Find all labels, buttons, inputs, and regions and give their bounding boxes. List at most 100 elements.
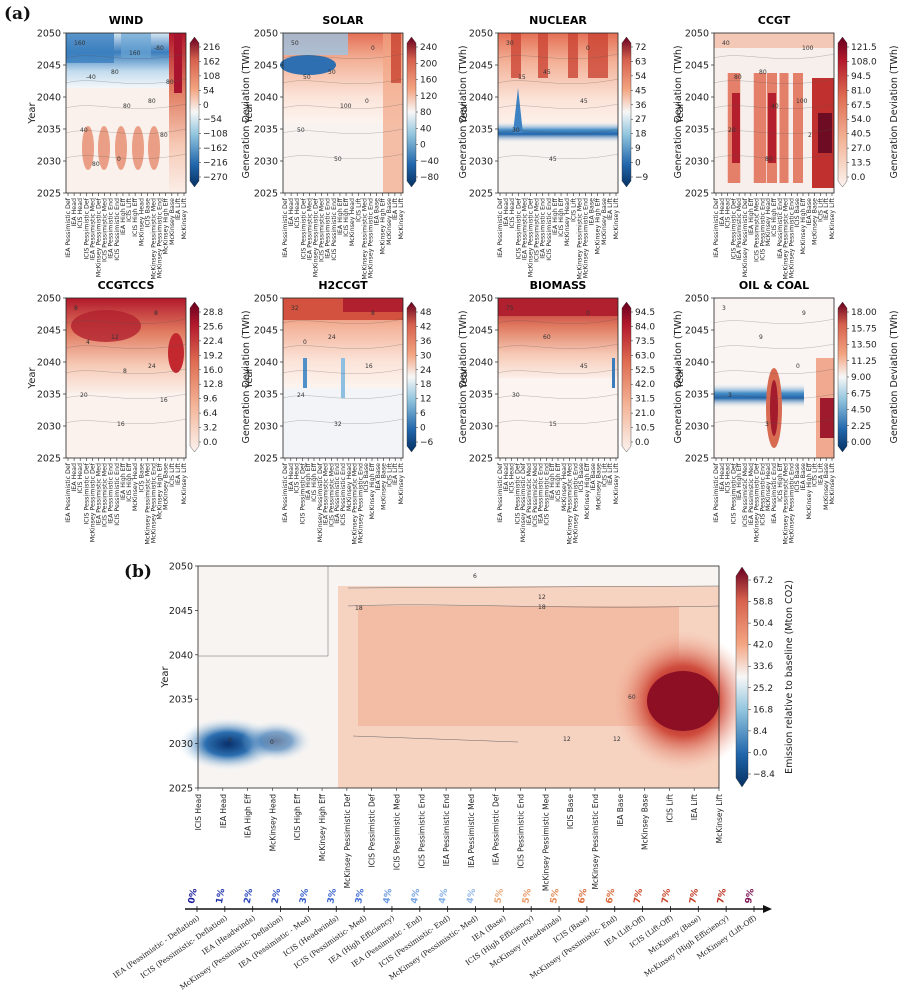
x-tick-label: McKinsey Pessimistic Def [343,794,352,889]
x-tick-label: IEA Pessimistic Med [89,198,96,260]
x-tick-label: McKinsey Pessimistic Def [754,462,761,542]
colorbar-tick-label: 216 [203,43,220,53]
x-tick-label: McKinsey Head [132,463,139,511]
y-tick-label: 2050 [37,29,61,40]
contour-label: 0 [228,737,232,744]
colorbar-label: Generation Deviation (TWh) [241,45,252,178]
percent-label: 6% [577,888,590,905]
colorbar-tick-label: 42.0 [753,641,773,651]
contour-label: 9 [802,310,806,317]
colorbar-tick-label: 6.4 [203,409,218,419]
x-tick-label: McKinsey Lift [829,462,836,504]
colorbar-tick-label: 52.5 [635,366,655,376]
colorbar-tick-label: 9 [635,144,641,154]
x-tick-label: IEA Head [71,463,78,492]
percent-label: 1% [215,888,228,905]
y-tick-label: 2045 [685,326,709,337]
colorbar-tick-label: 10.5 [635,424,655,434]
contour-label: 45 [543,69,551,76]
contour-label: 30 [512,127,520,134]
x-tick-label: ICIS High Eff [777,462,784,502]
y-tick-label: 2040 [685,358,709,369]
x-tick-label: IEA Pessimistic End [108,198,115,259]
x-tick-label: McKinsey Base [386,198,393,245]
x-tick-label: ICIS Pessimistic Def [730,197,737,259]
x-tick-label: IEA Head [71,198,78,227]
colorbar-label: Generation Deviation (TWh) [673,310,684,443]
x-tick-label: McKinsey Head [268,794,277,852]
y-axis-label: Year [675,367,686,390]
colorbar-tick-label: 54 [203,86,215,96]
y-axis-label: Year [459,367,470,390]
contour-label: 100 [340,103,352,110]
contour-label: 8 [123,368,127,375]
x-tick-label: IEA Pessimistic Med [306,198,313,260]
y-tick-label: 2050 [469,294,493,305]
percent-label: 7% [688,888,701,905]
percent-label: 5% [521,888,534,905]
contour-label: 16 [117,421,125,428]
x-tick-label: ICIS Pessimistic Def [83,462,90,524]
x-tick-label: ICIS Pessimistic Med [754,198,761,262]
x-tick-label: ICIS Lift [169,462,176,486]
colorbar-tick-label: 27 [635,115,646,125]
colorbar-tick-label: 25.6 [203,322,223,332]
contour-label: 80 [92,161,100,168]
x-tick-label: IEA Pessimistic End [108,463,115,524]
colorbar-label: Generation Deviation (TWh) [458,45,469,178]
y-tick-label: 2045 [469,61,493,72]
colorbar-tick-label: 33.6 [753,662,773,672]
x-tick-label: IEA Base [589,198,596,226]
x-tick-label: McKinsey High Eff [806,462,813,519]
percent-label: 2% [243,888,256,905]
contour-label: 3 [728,392,732,399]
x-tick-label: McKinsey Head [138,198,145,246]
x-tick-label: McKinsey Pessimistic Med [567,463,574,545]
colorbar-label: Generation Deviation (TWh) [673,45,684,178]
x-tick-label: IEA Head [503,463,510,492]
x-tick-label: IEA High Eff [748,197,755,235]
colorbar-tick-label: 45 [635,86,646,96]
x-tick-label: ICIS Base [363,463,370,493]
x-tick-label: IEA Base [375,463,382,491]
x-tick-label: IEA Base [800,463,807,491]
x-tick-label: ICIS Head [509,463,516,494]
x-tick-label: IEA Pessimistic Med [467,794,476,868]
contour-label: 40 [80,127,88,134]
x-tick-label: ICIS High Eff [311,462,318,502]
colorbar-tick-label: 42 [420,322,431,332]
colorbar-tick-label: 121.5 [851,43,877,53]
x-tick-label: IEA Pessimistic End [442,794,451,867]
colorbar-tick-label: 48 [420,308,432,318]
colorbar-tick-label: 63.0 [635,351,655,361]
x-tick-label: IEA High Eff [736,462,743,500]
colorbar-tick-label: 0 [420,141,426,151]
y-tick-label: 2030 [469,422,493,433]
x-tick-label: McKinsey Lift [613,462,620,504]
panel-biomass: 75 60 45 30 15 0 BIOMASS 2025 2030 2035 2040 2045 20… [459,279,684,545]
y-tick-label: 2030 [254,422,278,433]
x-tick-label: McKinsey Base [381,463,388,510]
x-tick-label: ICIS Head [294,463,301,494]
contour-label: 80 [166,79,174,86]
y-tick-label: 2045 [254,326,278,337]
x-tick-label: IEA Lift [607,197,614,220]
contour-label: 40 [771,103,779,110]
x-tick-label: McKinsey Pessimistic Med [783,198,790,280]
y-tick-label: 2030 [685,157,709,168]
colorbar-tick-label: −8.4 [753,770,775,780]
y-tick-label: 2040 [469,358,493,369]
contour-label: 32 [291,305,299,312]
colorbar [837,36,848,188]
contour-label: 15 [518,74,526,81]
contour-label: 30 [506,40,514,47]
contour-label: 24 [148,363,156,370]
x-tick-label: IEA Pessimistic Def [497,462,504,522]
colorbar-tick-label: 6 [420,409,426,419]
y-tick-label: 2035 [254,125,278,136]
y-tick-label: 2035 [37,125,61,136]
colorbar-tick-label: 54.0 [851,115,871,125]
x-tick-label: McKinsey Head [564,198,571,246]
x-tick-label: ICIS Base [138,463,145,493]
x-tick-label: IEA Pessimistic End [777,198,784,259]
